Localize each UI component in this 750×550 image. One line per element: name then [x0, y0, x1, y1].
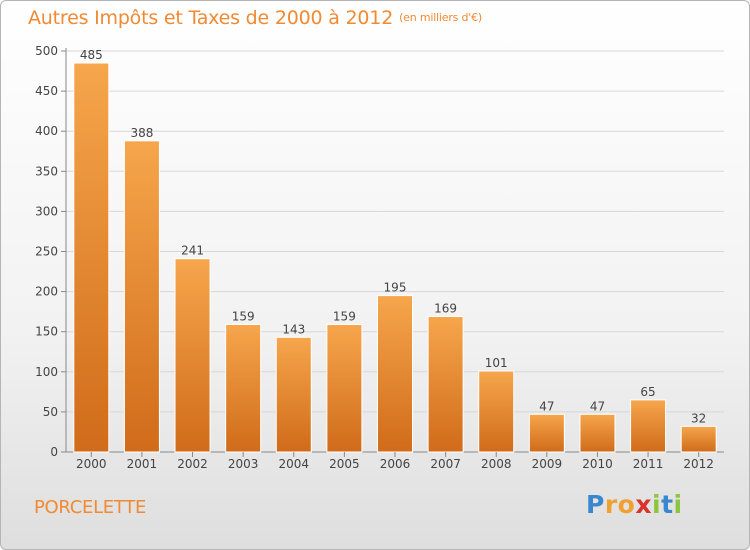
data-label: 159 — [232, 309, 255, 323]
data-label: 241 — [181, 244, 204, 258]
y-tick-label: 350 — [35, 164, 58, 178]
y-tick-label: 150 — [35, 325, 58, 339]
x-tick-label: 2008 — [481, 457, 512, 471]
x-tick-label: 2012 — [683, 457, 714, 471]
chart-title: Autres Impôts et Taxes de 2000 à 2012 (en… — [28, 7, 482, 29]
data-label: 65 — [640, 385, 655, 399]
bar — [478, 370, 515, 453]
bar — [123, 140, 160, 453]
data-label: 32 — [691, 411, 706, 425]
bar — [275, 336, 312, 453]
bar — [528, 413, 565, 453]
y-tick-label: 300 — [35, 204, 58, 218]
data-label: 101 — [485, 356, 508, 370]
x-tick-label: 2007 — [430, 457, 461, 471]
x-tick-label: 2004 — [278, 457, 309, 471]
data-label: 159 — [333, 309, 356, 323]
logo-letter: i — [673, 490, 683, 519]
y-tick-label: 200 — [35, 285, 58, 299]
data-label: 143 — [282, 322, 305, 336]
data-label: 169 — [434, 301, 457, 315]
bar — [630, 399, 667, 453]
y-tick-label: 400 — [35, 124, 58, 138]
data-label: 195 — [384, 281, 407, 295]
x-tick-label: 2011 — [633, 457, 664, 471]
y-tick-label: 250 — [35, 245, 58, 259]
bar — [73, 62, 110, 453]
chart-title-text: Autres Impôts et Taxes de 2000 à 2012 — [28, 7, 394, 29]
bar — [579, 413, 616, 453]
logo-letter: x — [635, 490, 652, 519]
data-label: 47 — [590, 399, 605, 413]
x-tick-label: 2010 — [582, 457, 613, 471]
y-tick-label: 0 — [50, 445, 58, 459]
y-tick-label: 500 — [35, 44, 58, 58]
logo-letter: P — [586, 490, 605, 519]
logo-letter: t — [661, 490, 674, 519]
bar — [174, 258, 211, 453]
bar — [225, 323, 262, 453]
proxiti-logo: Proxiti — [586, 490, 683, 519]
x-tick-label: 2000 — [76, 457, 107, 471]
y-tick-label: 450 — [35, 84, 58, 98]
x-tick-label: 2003 — [228, 457, 259, 471]
data-label: 47 — [539, 399, 554, 413]
logo-letter: o — [617, 490, 636, 519]
y-tick-label: 50 — [43, 405, 58, 419]
bar — [680, 425, 717, 453]
x-tick-label: 2002 — [177, 457, 208, 471]
logo-letter: r — [604, 490, 618, 519]
y-tick-label: 100 — [35, 365, 58, 379]
town-name: PORCELETTE — [34, 497, 147, 518]
chart-unit: (en milliers d'€) — [399, 11, 482, 24]
x-tick-label: 2006 — [380, 457, 411, 471]
data-label: 485 — [80, 48, 103, 62]
x-tick-label: 2009 — [532, 457, 563, 471]
x-tick-label: 2001 — [127, 457, 158, 471]
bar — [326, 323, 363, 453]
data-label: 388 — [130, 126, 153, 140]
bar — [427, 315, 464, 453]
bar — [377, 295, 413, 453]
logo-letter: i — [652, 490, 662, 519]
x-tick-label: 2005 — [329, 457, 360, 471]
